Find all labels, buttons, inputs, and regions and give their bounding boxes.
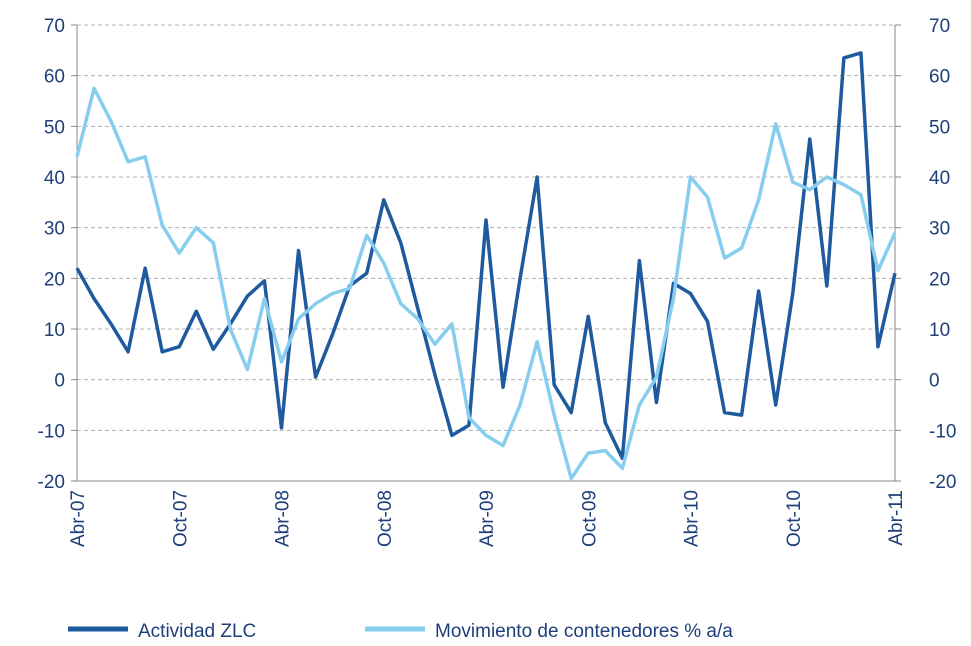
y2-tick-label: 30: [929, 219, 950, 240]
y-tick-label: 40: [44, 168, 65, 189]
x-tick-label: Oct-08: [375, 490, 396, 547]
y-tick-label: 10: [44, 320, 65, 341]
y2-tick-label: -10: [929, 421, 956, 442]
y2-tick-label: 70: [929, 16, 950, 37]
x-tick-label: Oct-09: [579, 490, 600, 547]
x-tick-label: Abr-07: [68, 490, 89, 547]
y-tick-label: 70: [44, 16, 65, 37]
legend-label: Actividad ZLC: [138, 621, 256, 641]
x-tick-label: Oct-10: [784, 490, 805, 547]
series-line: [75, 51, 897, 460]
y2-tick-label: 50: [929, 117, 950, 138]
y-tick-label: -10: [38, 421, 65, 442]
series-line: [75, 86, 897, 481]
x-tick-label: Abr-11: [886, 490, 907, 546]
legend-label: Movimiento de contenedores % a/a: [435, 621, 733, 641]
x-tick-label: Abr-10: [682, 490, 703, 547]
y-tick-label: -20: [38, 472, 65, 493]
x-tick-label: Oct-07: [170, 490, 191, 547]
y2-tick-label: 20: [929, 269, 950, 290]
y2-tick-label: 60: [929, 67, 950, 88]
y2-tick-label: 40: [929, 168, 950, 189]
y-tick-label: 60: [44, 67, 65, 88]
y2-tick-label: -20: [929, 472, 956, 493]
y-tick-label: 0: [54, 371, 65, 392]
y-tick-label: 50: [44, 117, 65, 138]
y-tick-label: 20: [44, 269, 65, 290]
x-tick-label: Abr-09: [477, 490, 498, 547]
y-tick-label: 30: [44, 219, 65, 240]
y2-tick-label: 10: [929, 320, 950, 341]
y2-tick-label: 0: [929, 371, 940, 392]
x-tick-label: Abr-08: [273, 490, 294, 547]
